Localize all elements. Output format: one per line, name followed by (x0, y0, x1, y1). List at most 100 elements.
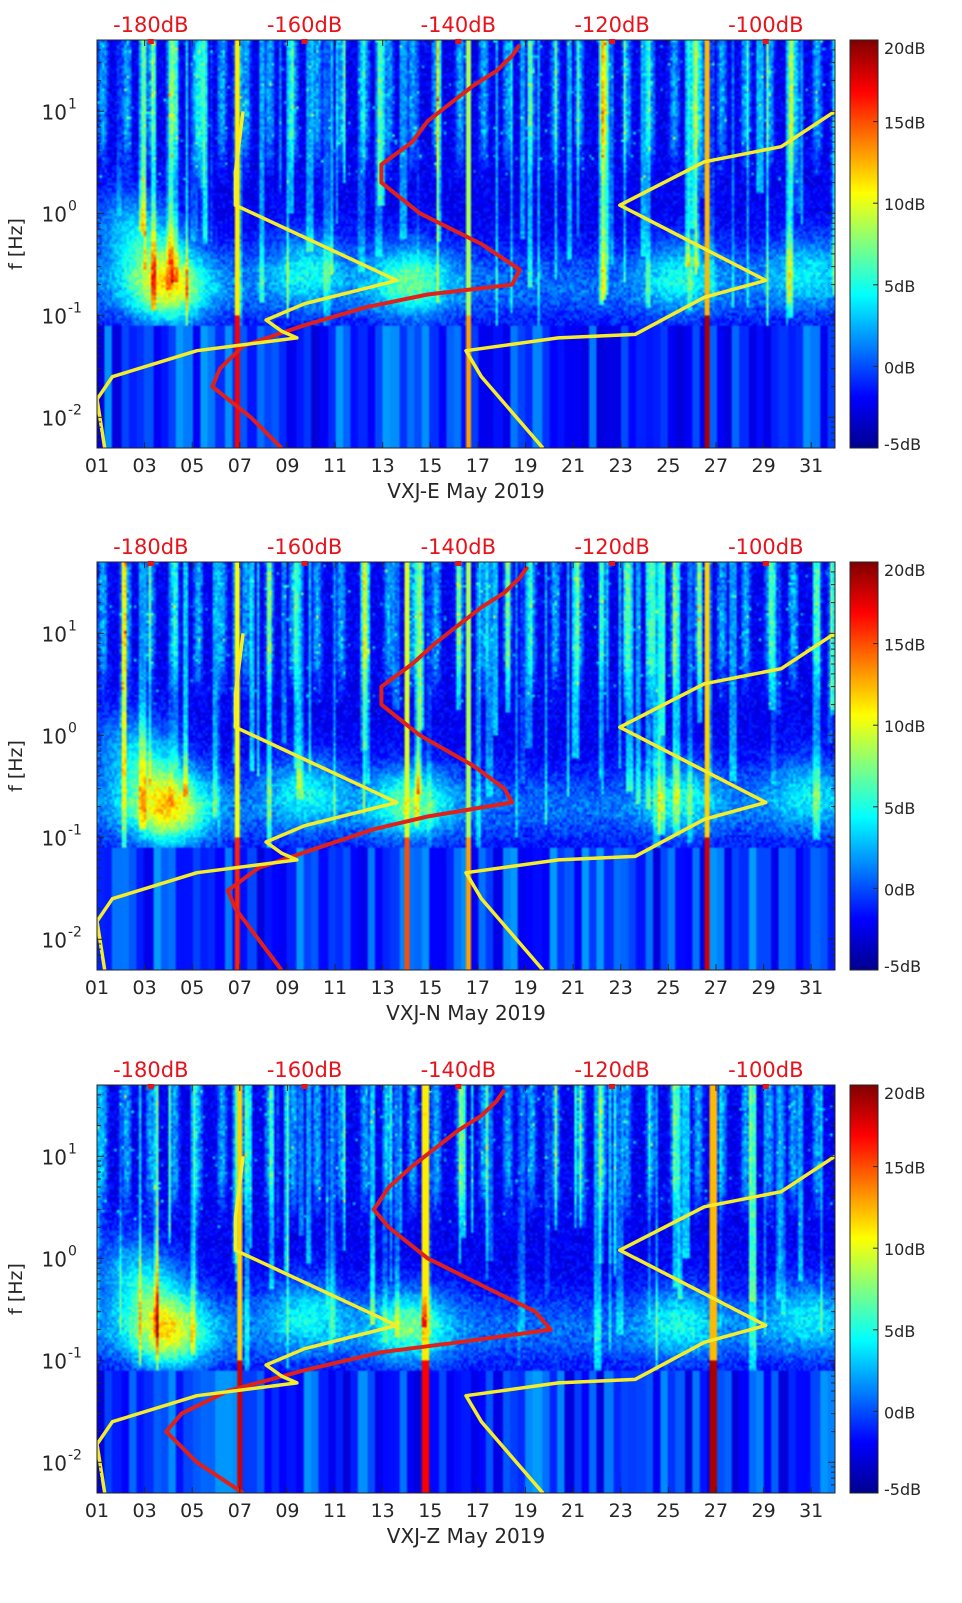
x-tick-label: 01 (85, 455, 109, 477)
x-tick-label: 03 (133, 455, 157, 477)
top-db-tick-marker (455, 1084, 462, 1089)
top-db-tick-label: -140dB (421, 13, 496, 37)
top-db-tick-marker (609, 1084, 616, 1089)
x-tick-label: 29 (751, 977, 775, 999)
x-tick-label: 01 (85, 977, 109, 999)
x-tick-label: 29 (751, 1500, 775, 1522)
top-db-tick-marker (301, 39, 308, 44)
x-tick-label: 25 (656, 1500, 680, 1522)
colorbar-tick-label: 10dB (884, 1240, 926, 1259)
y-tick-label-base: 10 (42, 406, 67, 430)
median-curve (225, 565, 530, 970)
x-tick-label: 17 (466, 1500, 490, 1522)
x-tick-label: 09 (275, 977, 299, 999)
y-tick-label-base: 10 (42, 724, 67, 748)
x-tick-label: 05 (180, 977, 204, 999)
y-tick-label-base: 10 (42, 1451, 67, 1475)
top-db-tick-label: -160dB (267, 1058, 342, 1082)
spectrogram-heatmap (97, 1085, 835, 1493)
high-noise-model-curve (464, 631, 835, 970)
colorbar (849, 1084, 879, 1494)
y-tick-label-exponent: -2 (68, 1447, 82, 1463)
colorbar-tick-label: 10dB (884, 195, 926, 214)
y-tick-label-base: 10 (42, 304, 67, 328)
top-db-tick-marker (609, 561, 616, 566)
x-tick-label: 25 (656, 977, 680, 999)
x-tick-label: 19 (513, 1500, 537, 1522)
colorbar-tick-label: 0dB (884, 358, 915, 377)
y-tick-label-base: 10 (42, 622, 67, 646)
x-tick-label: 15 (418, 1500, 442, 1522)
x-tick-label: 17 (466, 977, 490, 999)
top-db-tick-marker (609, 39, 616, 44)
x-tick-label: 05 (180, 455, 204, 477)
top-db-tick-marker (762, 1084, 769, 1089)
x-axis-label: VXJ-N May 2019 (386, 1001, 546, 1025)
top-db-tick-marker (455, 39, 462, 44)
spectrogram-panel-2: 01 03 05 07 09 11 13 15 17 19 21 23 25 27 29 3110-210-1… (5, 535, 926, 1025)
y-tick-label-exponent: 0 (68, 1243, 77, 1259)
y-tick-label-base: 10 (42, 1247, 67, 1271)
x-tick-label: 13 (371, 1500, 395, 1522)
y-tick-label-base: 10 (42, 928, 67, 952)
top-db-tick-label: -100dB (728, 13, 803, 37)
top-db-tick-label: -140dB (421, 1058, 496, 1082)
high-noise-model-curve (464, 1154, 835, 1493)
y-tick-label-base: 10 (42, 100, 67, 124)
colorbar-tick-label: -5dB (884, 1480, 921, 1499)
x-tick-label: 23 (609, 1500, 633, 1522)
colorbar-tick-label: -5dB (884, 435, 921, 454)
top-db-tick-marker (147, 561, 154, 566)
top-db-tick-label: -180dB (113, 535, 188, 559)
y-tick-label-exponent: -2 (68, 402, 82, 418)
top-db-tick-label: -180dB (113, 1058, 188, 1082)
y-axis-label: f [Hz] (5, 1263, 27, 1315)
x-tick-label: 29 (751, 455, 775, 477)
x-tick-label: 21 (561, 455, 585, 477)
x-tick-label: 15 (418, 977, 442, 999)
spectrogram-panel-3: 01 03 05 07 09 11 13 15 17 19 21 23 25 27 29 3110-210-1… (5, 1058, 926, 1548)
x-tick-label: 07 (228, 1500, 252, 1522)
median-curve (210, 43, 522, 448)
x-tick-label: 21 (561, 1500, 585, 1522)
top-db-tick-marker (762, 39, 769, 44)
x-tick-label: 15 (418, 455, 442, 477)
median-curve (164, 1088, 553, 1493)
y-tick-label-exponent: 0 (68, 720, 77, 736)
y-tick-label-exponent: 1 (68, 618, 77, 634)
top-db-tick-label: -180dB (113, 13, 188, 37)
colorbar-tick-label: 5dB (884, 1322, 915, 1341)
x-tick-label: 13 (371, 977, 395, 999)
top-db-tick-marker (455, 561, 462, 566)
y-tick-label-exponent: -1 (68, 1345, 82, 1361)
colorbar (849, 39, 879, 449)
top-db-tick-label: -160dB (267, 13, 342, 37)
colorbar-tick-label: 5dB (884, 799, 915, 818)
top-db-tick-label: -100dB (728, 1058, 803, 1082)
top-db-tick-label: -120dB (574, 1058, 649, 1082)
x-tick-label: 23 (609, 977, 633, 999)
colorbar-tick-label: 10dB (884, 717, 926, 736)
colorbar-tick-label: -5dB (884, 957, 921, 976)
y-tick-label-exponent: -1 (68, 300, 82, 316)
colorbar-tick-label: 15dB (884, 1159, 926, 1178)
x-tick-label: 31 (799, 977, 823, 999)
x-tick-label: 27 (704, 977, 728, 999)
y-tick-label-base: 10 (42, 1349, 67, 1373)
low-noise-model-curve (97, 1156, 399, 1493)
colorbar-tick-label: 20dB (884, 561, 926, 580)
y-tick-label-exponent: 0 (68, 198, 77, 214)
x-tick-label: 25 (656, 455, 680, 477)
x-tick-label: 07 (228, 455, 252, 477)
top-db-tick-marker (762, 561, 769, 566)
x-tick-label: 31 (799, 455, 823, 477)
y-axis-label: f [Hz] (5, 218, 27, 270)
y-tick-label-exponent: -2 (68, 924, 82, 940)
top-db-tick-label: -120dB (574, 535, 649, 559)
x-tick-label: 01 (85, 1500, 109, 1522)
top-db-tick-label: -140dB (421, 535, 496, 559)
y-tick-label-exponent: 1 (68, 1141, 77, 1157)
colorbar-tick-label: 5dB (884, 277, 915, 296)
